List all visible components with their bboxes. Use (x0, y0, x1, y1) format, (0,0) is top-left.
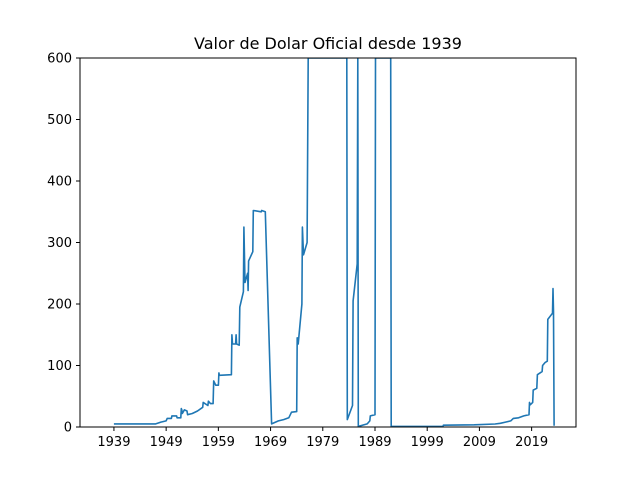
series-layer (113, 58, 555, 427)
y-tick-label: 300 (47, 236, 72, 251)
series-line-0 (113, 58, 555, 427)
y-axis: 0 100 200 300 400 500 600 (47, 52, 80, 436)
y-tick-label: 400 (47, 175, 72, 190)
x-tick-label: 1939 (97, 435, 130, 450)
plot-frame (79, 57, 577, 428)
y-tick-label: 100 (47, 359, 72, 374)
x-tick-label: 1979 (306, 435, 339, 450)
y-tick-label: 500 (47, 113, 72, 128)
y-tick-label: 600 (47, 52, 72, 67)
x-tick-label: 2009 (463, 435, 496, 450)
chart-title: Valor de Dolar Oficial desde 1939 (194, 34, 462, 53)
x-tick-label: 1989 (358, 435, 391, 450)
x-tick-label: 1969 (254, 435, 287, 450)
x-tick-label: 1959 (202, 435, 235, 450)
x-tick-label: 1949 (150, 435, 183, 450)
y-tick-label: 0 (64, 421, 72, 436)
x-tick-label: 2019 (515, 435, 548, 450)
x-tick-label: 1999 (411, 435, 444, 450)
x-axis: 1939 1949 1959 1969 1979 1989 1999 2009 2019 (97, 427, 548, 450)
y-tick-label: 200 (47, 298, 72, 313)
